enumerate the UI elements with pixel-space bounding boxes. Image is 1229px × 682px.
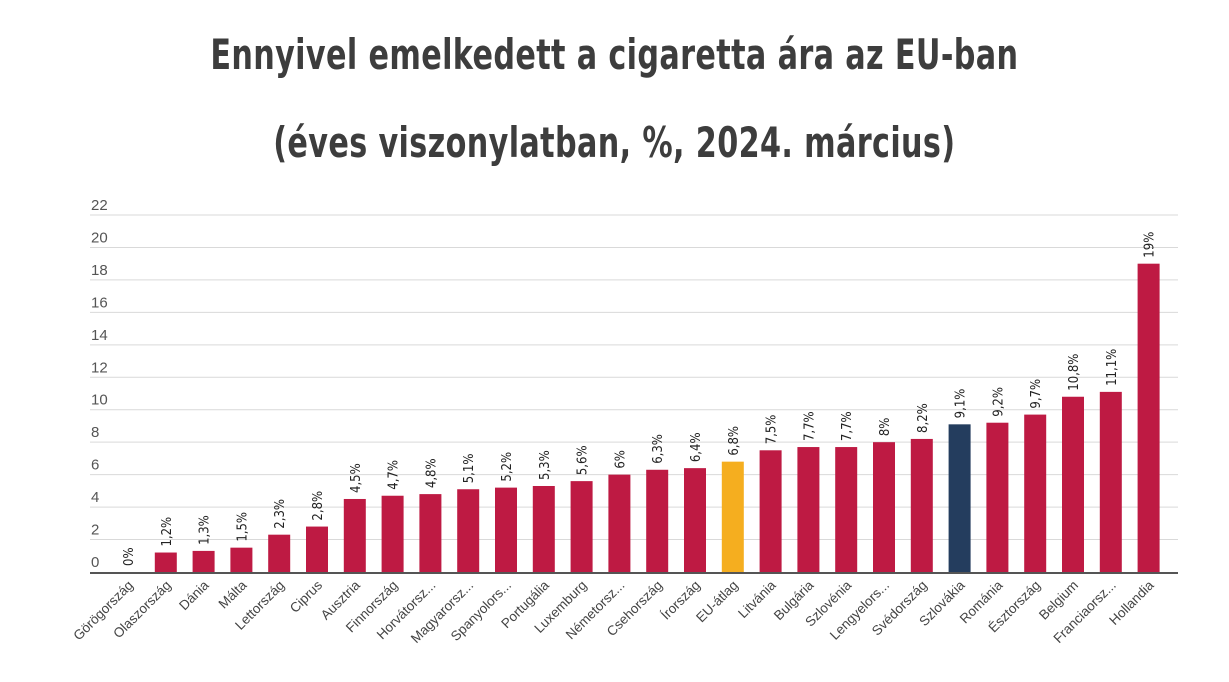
category-label: EU-átlag: [693, 578, 741, 626]
bar: [986, 422, 1009, 572]
bar: [570, 481, 593, 572]
y-tick-label: 16: [91, 294, 108, 311]
data-label: 5,3%: [538, 450, 553, 480]
bar: [646, 469, 669, 572]
data-label: 9,1%: [954, 389, 969, 419]
bar: [343, 498, 366, 572]
data-label: 10,8%: [1067, 354, 1082, 391]
data-label: 8%: [878, 418, 893, 437]
y-tick-label: 20: [91, 229, 108, 246]
bar: [192, 550, 215, 572]
y-tick-label: 12: [91, 359, 108, 376]
bar: [759, 450, 782, 572]
bar: [495, 487, 517, 572]
bar: [684, 468, 706, 572]
bar: [1062, 396, 1084, 572]
y-tick-label: 18: [91, 262, 108, 279]
data-label: 6,3%: [651, 434, 666, 464]
data-label: 4,8%: [424, 458, 439, 488]
y-tick-label: 4: [91, 489, 99, 506]
bar: [457, 489, 480, 572]
data-label: 7,7%: [840, 411, 855, 441]
bar: [268, 534, 291, 572]
bar: [910, 438, 933, 572]
data-label: 9,2%: [991, 387, 1006, 417]
y-tick-label: 2: [91, 522, 99, 539]
data-label: 19%: [1143, 232, 1158, 258]
bar: [721, 461, 744, 572]
data-label: 2,8%: [311, 491, 326, 521]
data-label: 8,2%: [916, 403, 931, 433]
y-tick-label: 14: [91, 327, 108, 344]
data-label: 1,2%: [160, 517, 175, 547]
data-label: 6%: [613, 450, 628, 469]
data-label: 9,7%: [1029, 379, 1044, 409]
bar: [835, 447, 858, 572]
data-label: 1,3%: [198, 515, 213, 545]
data-labels: 0% 1,2% 1,3% 1,5% 2,3% 2,8% 4,5% 4,7% 4,8% 5,1% 5,…: [122, 232, 1158, 566]
y-tick-label: 8: [91, 424, 99, 441]
data-label: 4,7%: [387, 460, 402, 490]
y-tick-label: 22: [91, 197, 108, 214]
data-label: 5,1%: [462, 454, 477, 484]
data-label: 0%: [122, 547, 137, 566]
bar: [873, 442, 895, 572]
data-label: 2,3%: [273, 499, 288, 529]
bar: [419, 494, 442, 572]
gridlines: [90, 214, 1178, 541]
data-label: 4,5%: [349, 463, 364, 493]
bar: [948, 424, 971, 572]
bar: [154, 552, 177, 572]
data-label: 7,5%: [765, 415, 780, 445]
y-tick-label: 0: [91, 554, 99, 571]
y-tick-label: 10: [91, 392, 108, 409]
category-label: Dánia: [176, 577, 212, 613]
data-label: 1,5%: [235, 512, 250, 542]
data-label: 11,1%: [1105, 349, 1120, 386]
bar: [1099, 391, 1122, 572]
bar: [532, 485, 555, 572]
chart-title: Ennyivel emelkedett a cigaretta ára az E…: [210, 30, 1019, 79]
bar: [1137, 263, 1160, 572]
y-tick-label: 6: [91, 457, 99, 474]
data-label: 7,7%: [802, 411, 817, 441]
data-label: 6,8%: [727, 426, 742, 456]
bar: [1024, 414, 1047, 572]
category-label: Málta: [216, 577, 250, 611]
bar: [381, 495, 404, 572]
chart-subtitle: (éves viszonylatban, %, 2024. március): [273, 118, 956, 167]
y-axis-ticks: 0 2 4 6 8 10 12 14 16 18 20 22: [91, 197, 108, 571]
data-label: 6,4%: [689, 432, 704, 462]
bar: [306, 526, 328, 572]
bar: [797, 447, 820, 572]
data-label: 5,6%: [576, 445, 591, 475]
bar: [608, 474, 631, 572]
data-label: 5,2%: [500, 452, 515, 482]
bars: [154, 263, 1160, 572]
bar: [230, 547, 253, 572]
